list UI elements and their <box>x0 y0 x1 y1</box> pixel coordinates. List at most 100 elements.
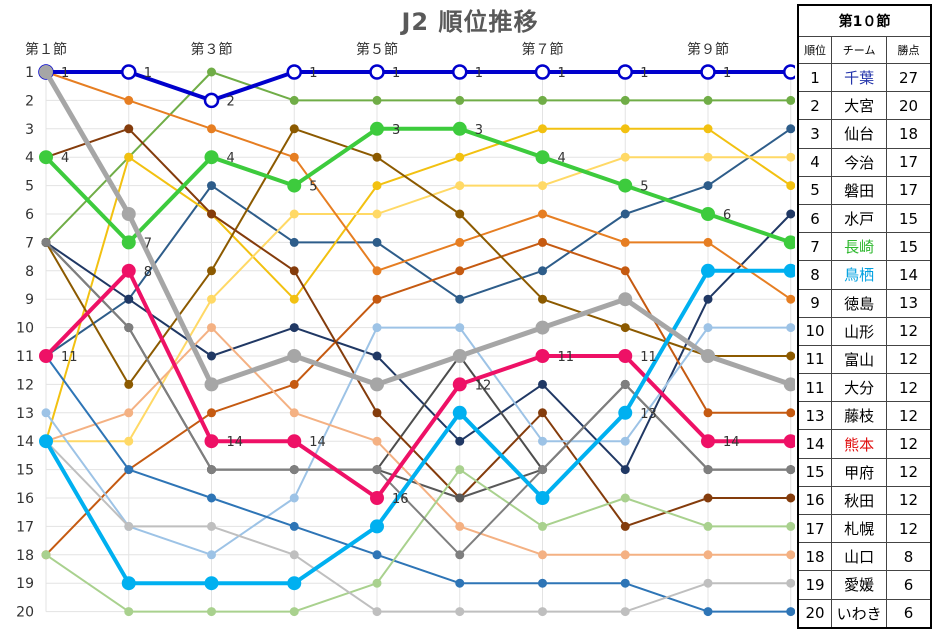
y-tick-label: 7 <box>25 235 34 251</box>
rank-cell: 4 <box>797 147 833 177</box>
data-point <box>455 152 465 162</box>
data-point <box>620 323 630 333</box>
rank-cell: 11 <box>797 344 833 375</box>
data-point <box>455 294 465 304</box>
team-cell: 千葉 <box>831 62 888 93</box>
data-label: 1 <box>309 66 317 81</box>
data-point <box>786 294 795 304</box>
data-point <box>370 519 384 534</box>
data-point <box>207 493 216 503</box>
data-point <box>455 181 465 191</box>
data-point <box>372 408 382 418</box>
data-point <box>455 607 465 617</box>
data-point <box>372 465 382 475</box>
series <box>41 436 795 617</box>
data-point <box>121 207 136 221</box>
data-point <box>538 578 547 588</box>
y-tick-label: 8 <box>25 264 34 280</box>
data-label: 7 <box>144 236 152 251</box>
points-cell: 6 <box>886 598 932 629</box>
data-point <box>372 351 382 361</box>
data-point <box>538 266 547 276</box>
rank-cell: 3 <box>797 119 833 149</box>
data-point <box>372 607 382 617</box>
data-point <box>41 408 51 418</box>
data-point <box>124 323 134 333</box>
y-tick-label: 12 <box>16 377 34 393</box>
standings-row: 2 大宮 20 <box>797 91 932 121</box>
rank-cell: 15 <box>797 457 833 487</box>
data-point <box>372 550 382 560</box>
data-point <box>620 436 630 446</box>
series-line <box>45 468 791 613</box>
y-tick-label: 5 <box>25 179 34 195</box>
data-point <box>455 266 465 276</box>
data-label: 14 <box>227 435 244 450</box>
data-point <box>287 178 302 193</box>
data-label: 3 <box>475 123 483 138</box>
data-point <box>786 521 795 531</box>
data-label: 14 <box>309 435 326 450</box>
data-point <box>538 607 547 617</box>
data-point <box>452 405 467 420</box>
data-point <box>535 320 550 335</box>
data-point <box>786 607 795 617</box>
data-point <box>620 95 630 105</box>
data-point <box>41 237 51 247</box>
data-point <box>618 292 633 307</box>
data-point <box>538 124 547 134</box>
data-point <box>455 465 465 475</box>
data-point <box>124 408 134 418</box>
series-line <box>45 71 792 301</box>
data-point <box>124 124 134 134</box>
data-point <box>289 294 299 304</box>
team-cell: 山口 <box>831 542 888 572</box>
data-point <box>538 465 547 475</box>
data-point <box>289 237 299 247</box>
data-label: 1 <box>475 66 483 81</box>
series-line <box>45 440 791 613</box>
points-cell: 12 <box>886 373 932 403</box>
data-label: 1 <box>558 66 566 81</box>
data-point <box>452 377 467 392</box>
data-point <box>535 491 550 505</box>
team-cell: 鳥栖 <box>831 260 888 290</box>
x-tick-label: 第５節 <box>356 41 398 58</box>
data-point <box>620 379 630 389</box>
standings-table: 第1０節 順位 チーム 勝点 1 千葉 27 2 大宮 20 3 仙台 18 4 今治 17 5 磐田 17… <box>797 4 932 629</box>
y-tick-label: 10 <box>16 321 34 337</box>
data-point <box>786 95 795 105</box>
data-point <box>289 521 299 531</box>
data-point <box>455 550 465 560</box>
standings-row: 15 甲府 12 <box>797 457 932 487</box>
data-point <box>207 124 216 134</box>
header-rank: 順位 <box>797 36 833 64</box>
series-line <box>46 70 791 103</box>
series-line <box>44 268 791 586</box>
data-point <box>372 209 382 219</box>
standings-row: 13 藤枝 12 <box>797 401 932 431</box>
data-point <box>124 379 134 389</box>
other-series <box>41 67 795 617</box>
data-point <box>538 379 547 389</box>
y-tick-label: 17 <box>16 519 34 535</box>
chart-title: J2 順位推移 <box>401 8 539 36</box>
data-point <box>701 263 715 278</box>
standings-row: 1 千葉 27 <box>797 62 932 93</box>
data-point <box>372 578 382 588</box>
points-cell: 13 <box>886 288 932 318</box>
data-point <box>207 266 216 276</box>
data-point <box>207 323 216 333</box>
standings-row: 5 磐田 17 <box>797 175 932 205</box>
y-tick-label: 18 <box>16 548 34 564</box>
data-point <box>783 377 795 392</box>
team-cell: 藤枝 <box>831 401 888 431</box>
data-label: 12 <box>475 378 492 393</box>
y-tick-label: 19 <box>16 576 34 592</box>
y-tick-label: 1 <box>25 65 34 81</box>
data-point <box>786 323 795 333</box>
data-point <box>207 550 216 560</box>
data-point <box>287 434 302 449</box>
data-point <box>620 209 630 219</box>
data-point <box>455 578 465 588</box>
